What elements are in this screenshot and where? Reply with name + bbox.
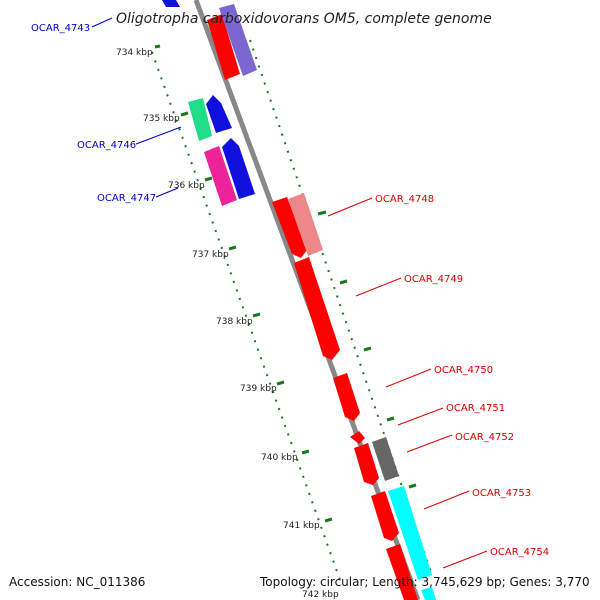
gene-label-ocar-4750[interactable]: OCAR_4750 bbox=[434, 365, 493, 376]
outer-tick-1 bbox=[317, 210, 327, 216]
leader-ocar-4751 bbox=[397, 407, 444, 426]
gene-ocar-4747b[interactable] bbox=[222, 138, 255, 199]
gene-ocar-4745[interactable] bbox=[219, 4, 257, 76]
tick-mark-734 bbox=[154, 44, 161, 49]
tick-label-734: 734 kbp bbox=[116, 48, 153, 58]
leader-ocar-4743 bbox=[91, 17, 113, 28]
gene-label-ocar-4749[interactable]: OCAR_4749 bbox=[404, 274, 463, 285]
gene-label-ocar-4743[interactable]: OCAR_4743 bbox=[31, 23, 90, 34]
gene-label-ocar-4754[interactable]: OCAR_4754 bbox=[490, 547, 549, 558]
gene-ocar-4753[interactable] bbox=[371, 491, 399, 541]
outer-tick-3 bbox=[363, 346, 372, 352]
gene-ocar-4752[interactable] bbox=[354, 443, 379, 485]
tick-label-738: 738 kbp bbox=[216, 317, 253, 327]
tick-label-741: 741 kbp bbox=[283, 521, 320, 531]
gene-label-ocar-4748[interactable]: OCAR_4748 bbox=[375, 194, 434, 205]
gene-ocar-4754[interactable] bbox=[386, 544, 418, 600]
gene-ocar-4751[interactable] bbox=[350, 431, 365, 444]
leader-ocar-4747 bbox=[155, 187, 179, 198]
gene-ocar-4753-cyan[interactable] bbox=[388, 486, 432, 580]
tick-label-736: 736 kbp bbox=[168, 181, 205, 191]
leader-ocar-4749 bbox=[355, 277, 402, 297]
gene-ocar-4750[interactable] bbox=[333, 373, 360, 421]
gene-ocar-4744[interactable] bbox=[207, 14, 240, 80]
gene-ocar-4746[interactable] bbox=[206, 95, 232, 133]
tick-label-739: 739 kbp bbox=[240, 384, 277, 394]
leader-ocar-4754 bbox=[442, 550, 488, 569]
outer-tick-2 bbox=[339, 279, 348, 285]
outer-tick-5 bbox=[408, 483, 417, 489]
tick-label-742: 742 kbp bbox=[302, 590, 339, 600]
gene-ocar-4747[interactable] bbox=[204, 146, 237, 206]
gene-ocar-4746-green[interactable] bbox=[188, 98, 212, 141]
gene-label-ocar-4746[interactable]: OCAR_4746 bbox=[77, 140, 136, 151]
gene-ocar-4748[interactable] bbox=[272, 197, 307, 258]
tick-mark-737 bbox=[228, 245, 237, 251]
gene-label-ocar-4752[interactable]: OCAR_4752 bbox=[455, 432, 514, 443]
inner-tick-track bbox=[151, 51, 341, 581]
tick-mark-741 bbox=[324, 517, 333, 523]
tick-mark-740 bbox=[301, 449, 310, 455]
leader-ocar-4746 bbox=[135, 126, 182, 145]
genome-summary-text: Topology: circular; Length: 3,745,629 bp… bbox=[259, 575, 590, 589]
gene-label-ocar-4751[interactable]: OCAR_4751 bbox=[446, 403, 505, 414]
tick-mark-738 bbox=[252, 312, 261, 318]
tick-mark-735 bbox=[180, 111, 189, 117]
gene-label-ocar-4753[interactable]: OCAR_4753 bbox=[472, 488, 531, 499]
accession-text: Accession: NC_011386 bbox=[9, 575, 145, 589]
tick-label-740: 740 kbp bbox=[261, 453, 298, 463]
tick-label-735: 735 kbp bbox=[143, 114, 180, 124]
gene-ocar-4752-grey[interactable] bbox=[372, 437, 399, 481]
gene-ocar-4748b[interactable] bbox=[288, 193, 323, 256]
leader-ocar-4753 bbox=[423, 490, 470, 510]
tick-mark-739 bbox=[276, 380, 285, 386]
gene-ocar-4754b[interactable] bbox=[421, 587, 436, 600]
gene-top-blue-fragment[interactable] bbox=[162, 0, 180, 7]
gene-label-ocar-4747[interactable]: OCAR_4747 bbox=[97, 193, 156, 204]
leader-ocar-4752 bbox=[406, 434, 453, 453]
leader-ocar-4748 bbox=[327, 197, 373, 217]
genome-title: Oligotropha carboxidovorans OM5, complet… bbox=[116, 11, 492, 27]
leader-ocar-4750 bbox=[385, 368, 432, 388]
outer-tick-4 bbox=[386, 416, 395, 422]
gene-ocar-4749[interactable] bbox=[294, 257, 340, 360]
tick-label-737: 737 kbp bbox=[192, 250, 229, 260]
tick-mark-736 bbox=[204, 176, 213, 182]
